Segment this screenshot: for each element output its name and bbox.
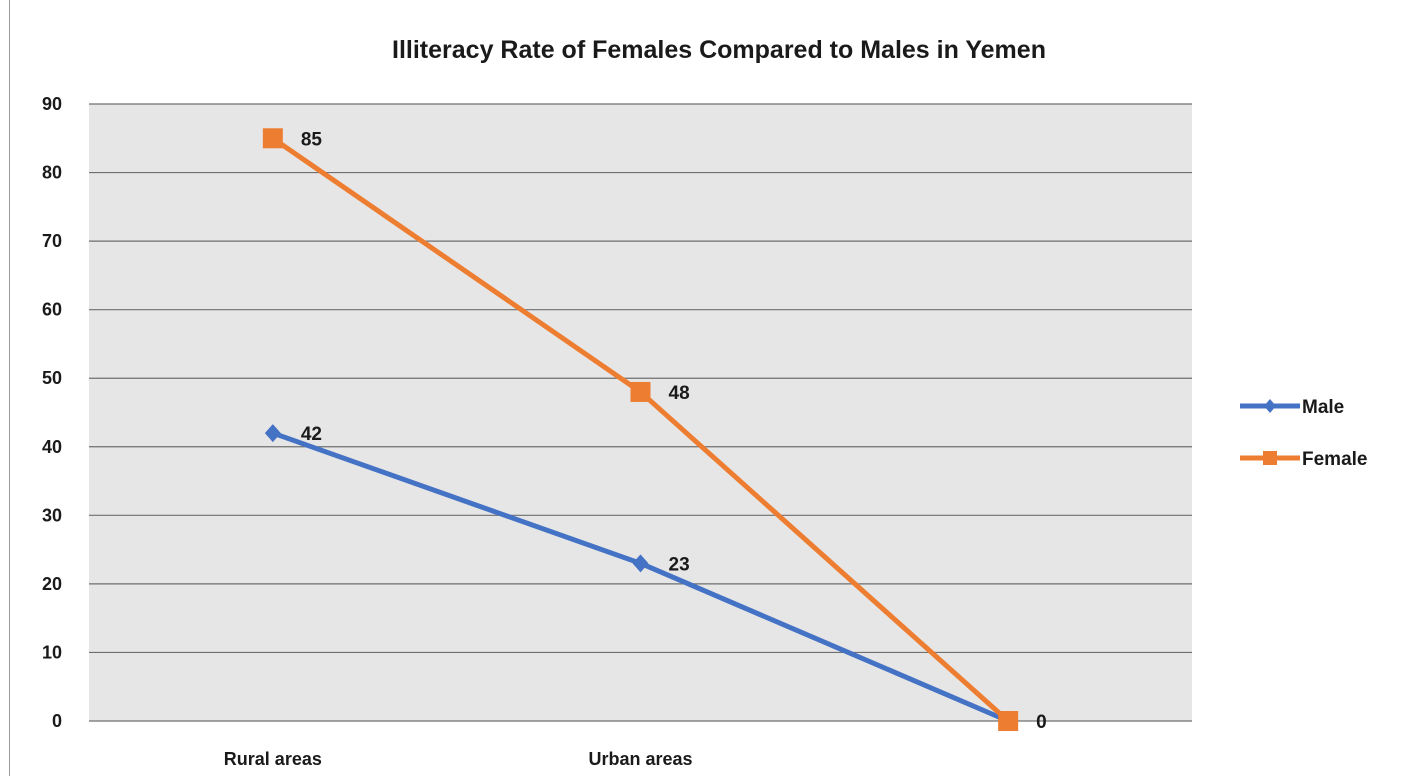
data-point-male-0 [264, 424, 281, 443]
legend-label-female: Female [1302, 449, 1367, 470]
legend-label-male: Male [1302, 397, 1344, 418]
axes: 0 10 20 30 40 50 60 70 80 90 Rural areas Urban area… [42, 94, 693, 769]
left-border-rule [9, 0, 10, 776]
y-tick-label-10: 10 [42, 642, 62, 662]
data-point-female-2 [998, 711, 1019, 731]
y-tick-label-90: 90 [42, 94, 62, 114]
y-tick-label-80: 80 [42, 163, 62, 183]
y-tick-label-50: 50 [42, 368, 62, 388]
data-label-male-0: 42 [301, 424, 322, 445]
data-point-female-1 [630, 381, 651, 402]
legend-item-female: Female [1240, 449, 1367, 470]
data-label-female-0: 85 [301, 129, 323, 150]
y-tick-label-60: 60 [42, 300, 62, 320]
y-tick-label-70: 70 [42, 231, 62, 251]
legend-item-male: Male [1240, 397, 1344, 418]
data-point-female-0 [262, 128, 283, 149]
chart-title: Illiteracy Rate of Females Compared to M… [392, 36, 1046, 64]
x-category-label-1: Urban areas [588, 749, 692, 769]
data-label-female-1: 48 [669, 383, 690, 404]
data-label-female-2: 0 [1036, 712, 1047, 733]
series-layer: 42 23 85 48 0 [262, 128, 1047, 733]
legend-marker-male [1264, 399, 1276, 413]
plot-area [89, 103, 1192, 722]
legend: Male Female [1240, 397, 1367, 470]
y-tick-label-20: 20 [42, 574, 62, 594]
legend-marker-female [1263, 451, 1277, 465]
x-category-label-0: Rural areas [224, 749, 322, 769]
data-label-male-1: 23 [669, 554, 690, 575]
y-tick-label-0: 0 [52, 711, 62, 731]
y-tick-label-30: 30 [42, 505, 62, 525]
y-tick-label-40: 40 [42, 437, 62, 457]
series-female: 85 48 0 [262, 128, 1047, 733]
data-point-male-1 [632, 554, 649, 573]
plot-background [89, 104, 1192, 721]
